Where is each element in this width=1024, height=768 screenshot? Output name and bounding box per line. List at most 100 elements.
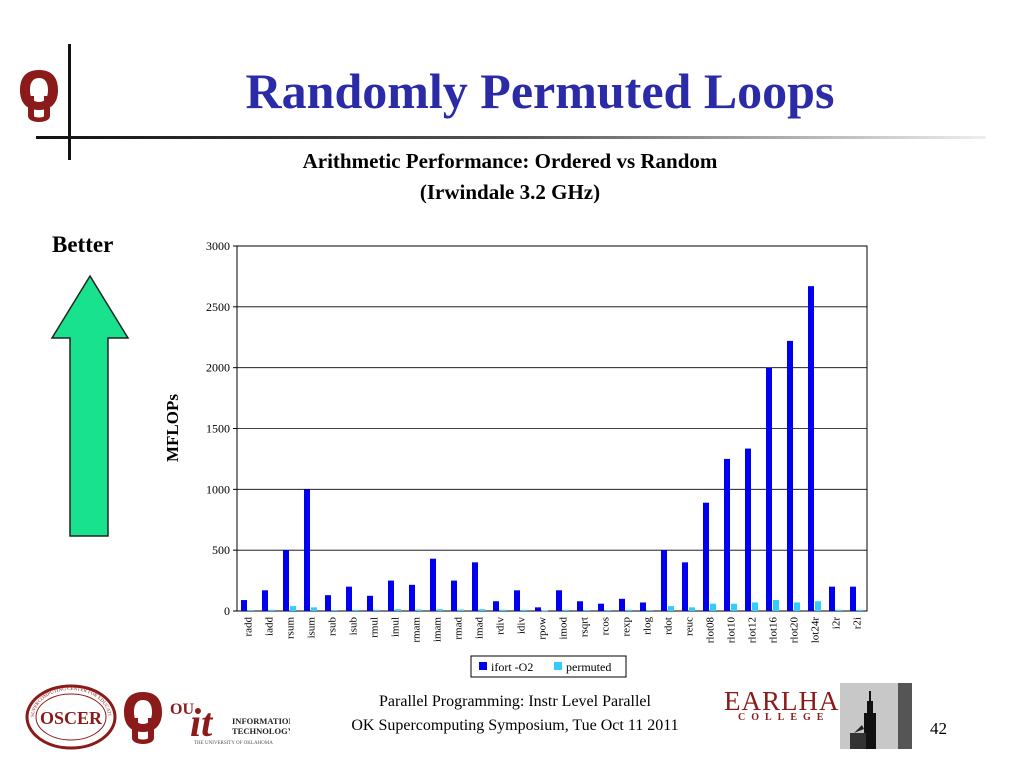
x-tick-label: imam	[432, 617, 444, 642]
slide-title: Randomly Permuted Loops	[245, 63, 835, 119]
bar-permuted-rexp	[626, 609, 632, 611]
x-tick-label: rmul	[369, 617, 381, 638]
bar-ifort-rmul	[367, 595, 373, 611]
bar-permuted-rlot10	[731, 603, 737, 611]
y-tick-label: 500	[212, 543, 230, 557]
better-label: Better	[52, 232, 114, 257]
bar-ifort-radd	[241, 600, 247, 611]
x-tick-label: imul	[390, 617, 402, 637]
bar-ifort-rexp	[619, 598, 625, 611]
legend-swatch-series2	[554, 662, 562, 670]
x-tick-label: isum	[306, 617, 318, 639]
bar-ifort-idiv	[514, 590, 520, 611]
x-tick-label: rlot10	[726, 617, 738, 644]
bar-ifort-rsum	[283, 550, 289, 611]
it-line2: TECHNOLOGY	[232, 726, 290, 736]
bar-ifort-rsub	[325, 595, 331, 611]
x-axis-ticks: radd iadd rsum isum rsub isub rmul imul rmam imam…	[243, 617, 864, 644]
it-sub: THE UNIVERSITY OF OKLAHOMA	[194, 741, 273, 746]
chart-gridlines	[237, 306, 867, 551]
bar-permuted-isum	[311, 607, 317, 611]
bar-permuted-rsum	[290, 606, 296, 611]
chart-bars	[241, 286, 863, 612]
bar-ifort-i2r	[829, 586, 835, 611]
footer-line-1: Parallel Programming: Instr Level Parall…	[379, 693, 651, 710]
bar-ifort-isum	[304, 489, 310, 611]
bar-permuted-rsub	[332, 610, 338, 611]
bar-permuted-r2i	[857, 609, 863, 611]
bar-ifort-rcos	[598, 603, 604, 611]
chart-title-line2: (Irwindale 3.2 GHz)	[419, 180, 601, 204]
bar-permuted-reuc	[689, 607, 695, 611]
bar-ifort-reuc	[682, 562, 688, 611]
x-tick-label: iadd	[264, 617, 276, 636]
ou-footer-logo-icon	[124, 692, 162, 744]
bar-permuted-idiv	[521, 609, 527, 611]
x-tick-label: rpow	[537, 617, 549, 640]
x-tick-label: reuc	[684, 617, 696, 636]
x-tick-label: rlot16	[768, 617, 780, 644]
x-tick-label: rlot12	[747, 617, 759, 643]
x-tick-label: rsub	[327, 617, 339, 636]
x-tick-label: i2r	[831, 617, 843, 630]
x-tick-label: imad	[474, 617, 486, 639]
legend-box	[470, 655, 627, 678]
bar-ifort-rlog	[640, 602, 646, 611]
bar-ifort-rmam	[409, 584, 415, 611]
bar-ifort-rmad	[451, 580, 457, 611]
up-arrow-icon	[50, 274, 130, 537]
it-line1: INFORMATION	[232, 716, 290, 726]
bar-permuted-rlog	[647, 610, 653, 611]
x-tick-label: isub	[348, 617, 360, 636]
y-axis-label: MFLOPs	[163, 394, 182, 462]
y-tick-label: 2000	[206, 361, 230, 375]
title-horizontal-rule	[36, 136, 986, 139]
chart-title: Arithmetic Performance: Ordered vs Rando…	[180, 146, 840, 208]
x-tick-label: rexp	[621, 617, 633, 637]
bar-permuted-radd	[248, 610, 254, 611]
bar-permuted-rlot16	[773, 600, 779, 611]
legend-label-series1: ifort -O2	[491, 660, 533, 674]
bar-permuted-rdot	[668, 606, 674, 611]
x-tick-label: imod	[558, 617, 570, 640]
bar-permuted-imod	[563, 609, 569, 611]
legend-swatch-series1	[479, 662, 487, 670]
x-tick-label: r2i	[852, 617, 864, 629]
x-tick-label: rmad	[453, 617, 465, 640]
bar-ifort-isub	[346, 586, 352, 611]
skyline-photo-icon	[840, 683, 912, 749]
y-tick-label: 1500	[206, 422, 230, 436]
bar-ifort-rlot08	[703, 502, 709, 611]
bar-ifort-rlot16	[766, 367, 772, 611]
bar-permuted-rpow	[542, 610, 548, 612]
x-tick-label: idiv	[516, 617, 528, 635]
x-tick-label: rmam	[411, 617, 423, 643]
x-tick-label: rdiv	[495, 617, 507, 635]
x-tick-label: rlot20	[789, 617, 801, 644]
it-logo-icon: OU it INFORMATION TECHNOLOGY THE UNIVERS…	[170, 700, 290, 746]
chart-legend: ifort -O2 permuted	[470, 655, 627, 678]
bar-permuted-rmad	[458, 609, 464, 611]
title-vertical-rule	[68, 44, 71, 160]
bar-ifort-iadd	[262, 590, 268, 611]
bar-permuted-imul	[395, 609, 401, 611]
y-tick-label: 2500	[206, 300, 230, 314]
bar-ifort-imad	[472, 562, 478, 611]
bar-ifort-imam	[430, 558, 436, 611]
bar-permuted-rlot08	[710, 603, 716, 611]
bar-permuted-rmul	[374, 609, 380, 611]
bar-permuted-rcos	[605, 610, 611, 611]
footer-line-2: OK Supercomputing Symposium, Tue Oct 11 …	[351, 717, 679, 734]
x-tick-label: rdot	[663, 617, 675, 635]
bar-permuted-rmam	[416, 609, 422, 611]
bar-ifort-imul	[388, 580, 394, 611]
bar-permuted-rlot20	[794, 602, 800, 611]
bar-ifort-rlot12	[745, 448, 751, 611]
bar-ifort-lot24r	[808, 286, 814, 611]
x-tick-label: rcos	[600, 617, 612, 635]
it-mark-text: it	[190, 700, 214, 745]
bar-ifort-imod	[556, 590, 562, 611]
x-tick-label: rlot08	[705, 617, 717, 644]
x-tick-label: radd	[243, 617, 255, 637]
